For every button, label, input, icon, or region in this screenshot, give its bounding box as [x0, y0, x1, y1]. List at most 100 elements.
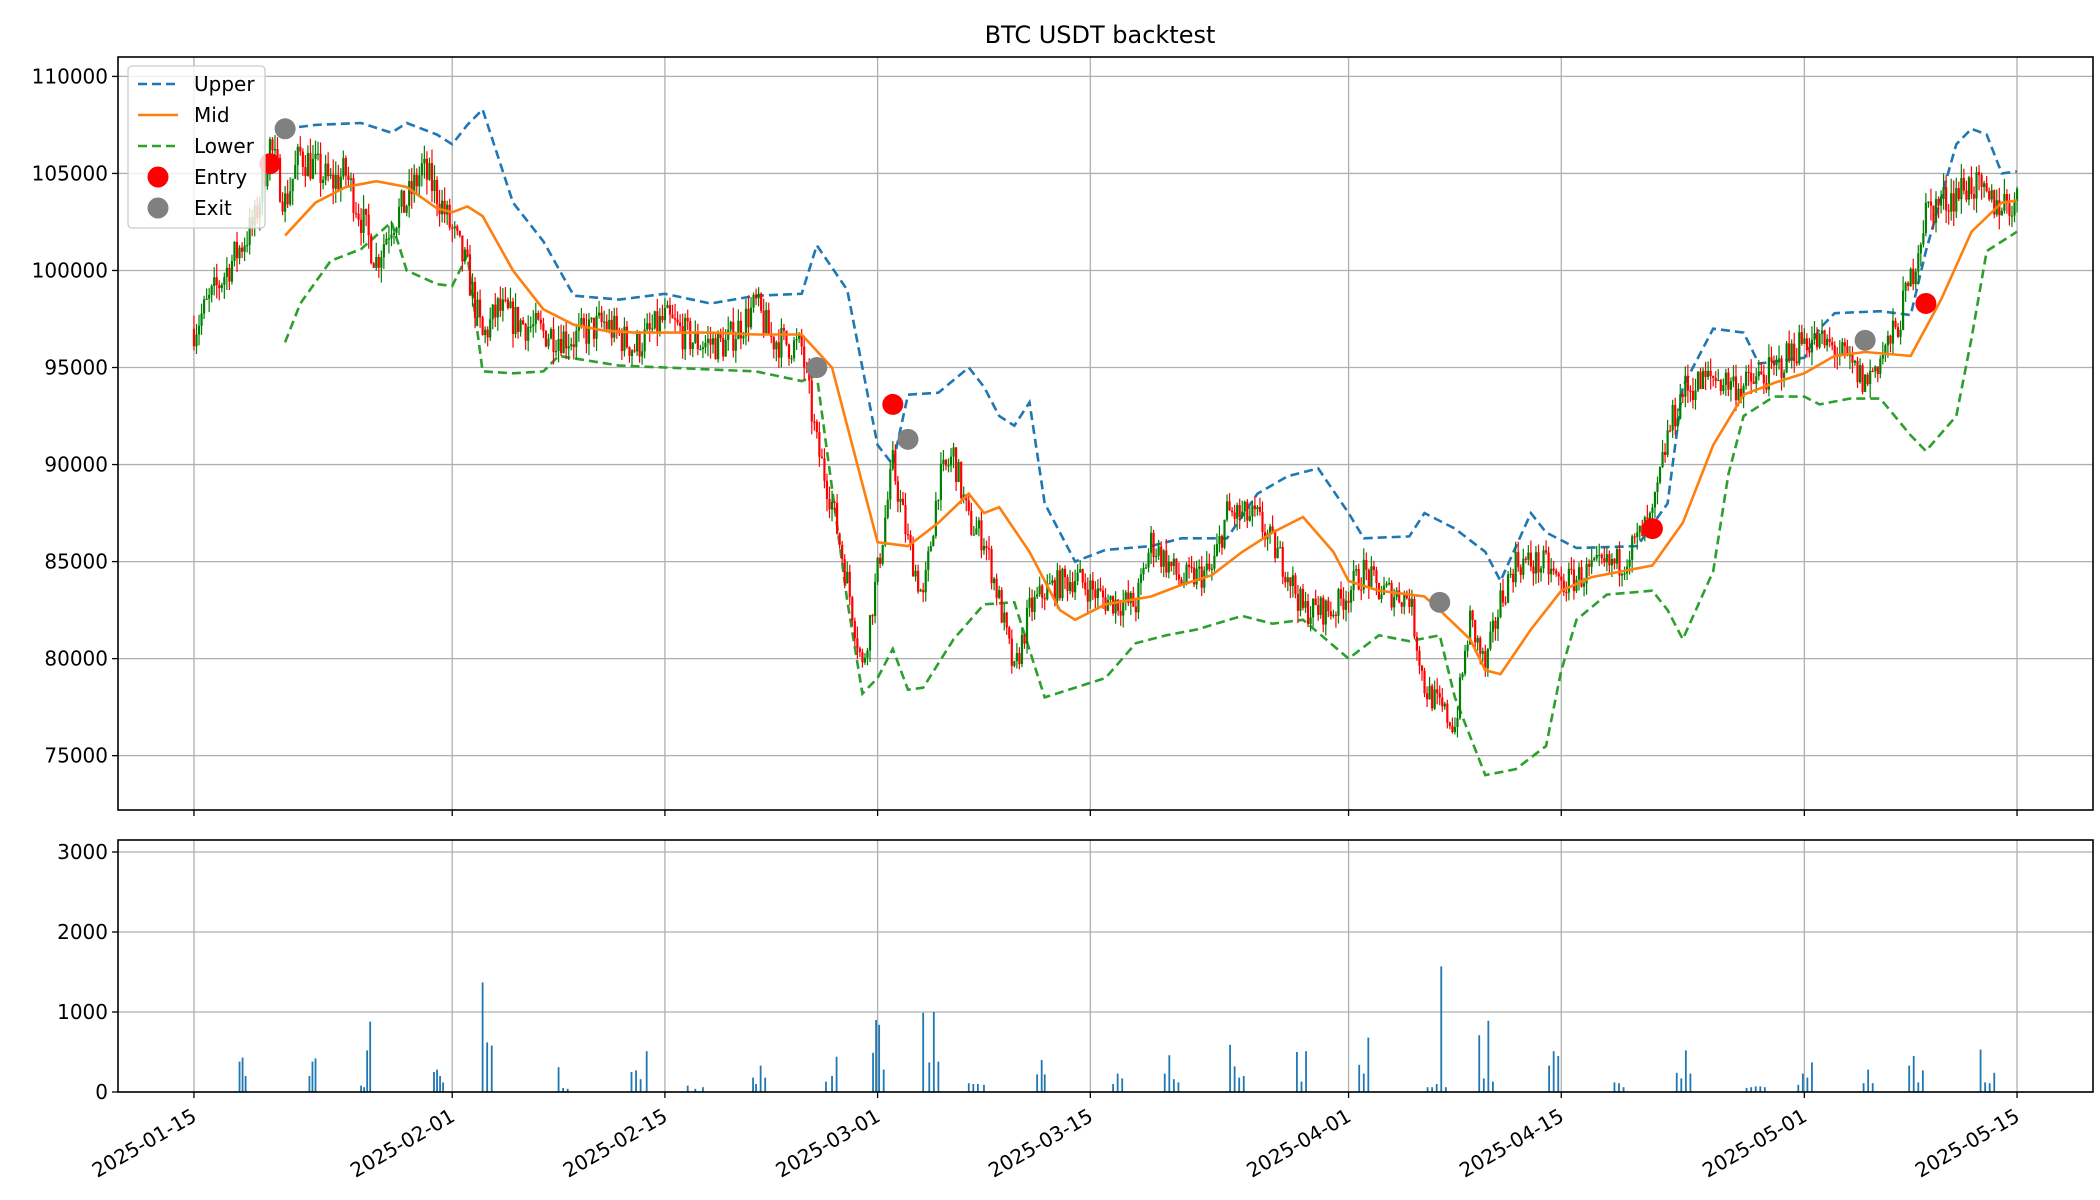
- candle-body: [825, 480, 829, 500]
- candle-body: [668, 304, 672, 315]
- candle-body: [461, 235, 464, 262]
- candle-body: [1631, 536, 1634, 560]
- candle-body: [225, 267, 228, 277]
- candle-body: [762, 310, 765, 334]
- candle-body: [1403, 592, 1406, 607]
- candle-body: [1866, 374, 1869, 385]
- candle-body: [970, 511, 973, 535]
- price-y-tick-label: 80000: [44, 647, 108, 671]
- candle-body: [1691, 390, 1695, 401]
- candle-body: [1074, 581, 1077, 593]
- volume-bar: [1984, 1082, 1987, 1092]
- volume-bar: [439, 1076, 441, 1092]
- candle-body: [1122, 601, 1125, 616]
- price-y-tick-label: 75000: [44, 744, 108, 768]
- candle-body: [1663, 451, 1667, 455]
- candle-body: [1544, 550, 1548, 553]
- candle-body: [1983, 183, 1986, 188]
- candle-body: [1676, 418, 1679, 427]
- candle-body: [294, 164, 297, 179]
- candle-body: [906, 534, 910, 536]
- candle-body: [1737, 388, 1740, 401]
- price-y-axis: 75000 80000 85000 90000 95000 100000 105000 110…: [32, 64, 118, 768]
- volume-plot-area: [118, 840, 2093, 1092]
- candle-body: [1193, 567, 1196, 585]
- candle-body: [1393, 597, 1396, 608]
- candle-body: [934, 500, 937, 536]
- candle-body: [833, 501, 836, 504]
- candle-body: [1732, 376, 1735, 382]
- volume-bar: [1921, 1070, 1924, 1092]
- candle-body: [754, 294, 758, 299]
- candle-body: [952, 447, 955, 457]
- candle-body: [1922, 233, 1925, 245]
- candle-body: [876, 557, 879, 582]
- candle-body: [1712, 376, 1715, 378]
- candle-body: [266, 173, 269, 187]
- volume-bar: [1797, 1084, 1800, 1092]
- candle-body: [1106, 599, 1110, 611]
- candle-body: [1970, 177, 1973, 195]
- candle-body: [1924, 202, 1927, 234]
- candle-body: [1046, 583, 1049, 600]
- volume-bar: [311, 1061, 314, 1092]
- candle-body: [542, 323, 545, 332]
- candle-body: [1927, 201, 1930, 203]
- candle-body: [1089, 580, 1092, 602]
- candle-body: [246, 244, 249, 247]
- candle-body: [408, 181, 411, 206]
- candle-body: [871, 615, 874, 617]
- candle-body: [1729, 381, 1733, 390]
- candle-body: [362, 208, 365, 233]
- candle-body: [397, 206, 401, 228]
- candle-body: [1144, 567, 1148, 569]
- candle-body: [342, 158, 345, 177]
- candle-body: [643, 329, 646, 352]
- exit-marker: [1854, 329, 1876, 351]
- candle-body: [1598, 554, 1601, 556]
- candle-body: [220, 284, 223, 289]
- candle-body: [2015, 188, 2019, 202]
- candle-body: [1408, 598, 1411, 607]
- volume-bar: [1440, 966, 1443, 1092]
- candle-body: [701, 347, 705, 349]
- candle-body: [316, 153, 320, 155]
- candle-body: [635, 333, 639, 352]
- candle-body: [1805, 338, 1808, 351]
- candle-body: [1018, 653, 1021, 665]
- candle-body: [278, 157, 282, 202]
- candle-body: [1512, 573, 1515, 583]
- candle-body: [694, 332, 697, 343]
- candle-body: [947, 465, 950, 467]
- candle-body: [1208, 563, 1211, 570]
- candle-body: [273, 149, 277, 151]
- volume-bar: [1431, 1087, 1434, 1092]
- candle-body: [1385, 583, 1388, 586]
- candle-body: [1527, 552, 1530, 560]
- candle-body: [332, 174, 335, 189]
- candle-body: [430, 163, 434, 192]
- volume-bar: [1358, 1064, 1361, 1092]
- candle-body: [1881, 355, 1884, 359]
- candle-body: [1339, 589, 1343, 599]
- candle-body: [370, 235, 373, 264]
- candle-body: [1281, 547, 1284, 577]
- candle-body: [1886, 335, 1890, 346]
- candle-body: [901, 498, 905, 506]
- candle-body: [1436, 689, 1439, 694]
- candle-body: [1101, 590, 1105, 598]
- candle-body: [914, 570, 917, 577]
- candle-body: [1899, 329, 1902, 337]
- candle-body: [785, 330, 788, 345]
- candle-body: [1000, 590, 1003, 623]
- candle-body: [843, 559, 846, 584]
- candle-body: [1051, 580, 1054, 584]
- candle-body: [1474, 619, 1477, 643]
- candle-body: [985, 545, 988, 549]
- candle-body: [623, 326, 626, 351]
- candle-body: [975, 528, 978, 535]
- candle-body: [554, 350, 558, 353]
- candle-body: [1301, 588, 1305, 608]
- volume-bar: [244, 1076, 247, 1092]
- candle-body: [1410, 598, 1413, 607]
